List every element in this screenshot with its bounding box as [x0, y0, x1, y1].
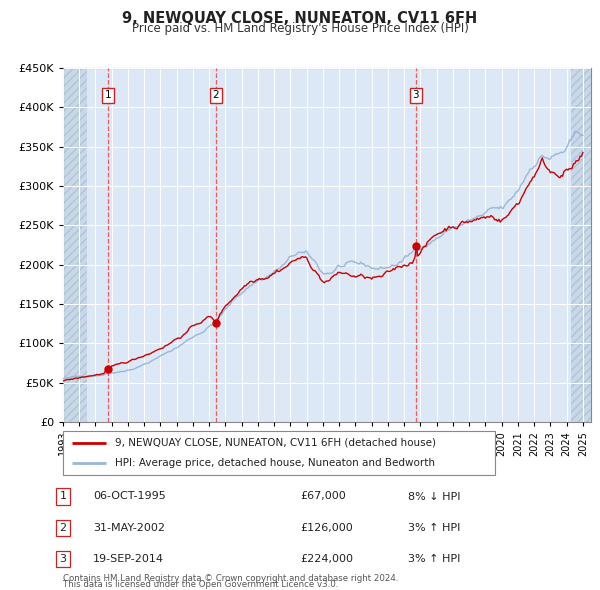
Text: 31-MAY-2002: 31-MAY-2002: [93, 523, 165, 533]
Text: 2: 2: [213, 90, 220, 100]
Text: 06-OCT-1995: 06-OCT-1995: [93, 491, 166, 502]
Text: 19-SEP-2014: 19-SEP-2014: [93, 554, 164, 564]
Text: 3: 3: [59, 554, 67, 564]
Text: Contains HM Land Registry data © Crown copyright and database right 2024.: Contains HM Land Registry data © Crown c…: [63, 574, 398, 583]
Text: HPI: Average price, detached house, Nuneaton and Bedworth: HPI: Average price, detached house, Nune…: [115, 458, 435, 468]
Bar: [63, 68, 88, 422]
Bar: [571, 68, 591, 422]
Text: 2: 2: [59, 523, 67, 533]
Text: This data is licensed under the Open Government Licence v3.0.: This data is licensed under the Open Gov…: [63, 580, 338, 589]
Text: 8% ↓ HPI: 8% ↓ HPI: [408, 491, 461, 502]
Text: £67,000: £67,000: [300, 491, 346, 502]
Text: 1: 1: [59, 491, 67, 502]
Text: 3% ↑ HPI: 3% ↑ HPI: [408, 554, 460, 564]
Text: £126,000: £126,000: [300, 523, 353, 533]
Text: Price paid vs. HM Land Registry's House Price Index (HPI): Price paid vs. HM Land Registry's House …: [131, 22, 469, 35]
FancyBboxPatch shape: [63, 431, 495, 475]
Text: 1: 1: [104, 90, 112, 100]
Text: 3% ↑ HPI: 3% ↑ HPI: [408, 523, 460, 533]
Text: £224,000: £224,000: [300, 554, 353, 564]
Text: 9, NEWQUAY CLOSE, NUNEATON, CV11 6FH: 9, NEWQUAY CLOSE, NUNEATON, CV11 6FH: [122, 11, 478, 25]
Text: 3: 3: [413, 90, 419, 100]
Text: 9, NEWQUAY CLOSE, NUNEATON, CV11 6FH (detached house): 9, NEWQUAY CLOSE, NUNEATON, CV11 6FH (de…: [115, 438, 436, 448]
